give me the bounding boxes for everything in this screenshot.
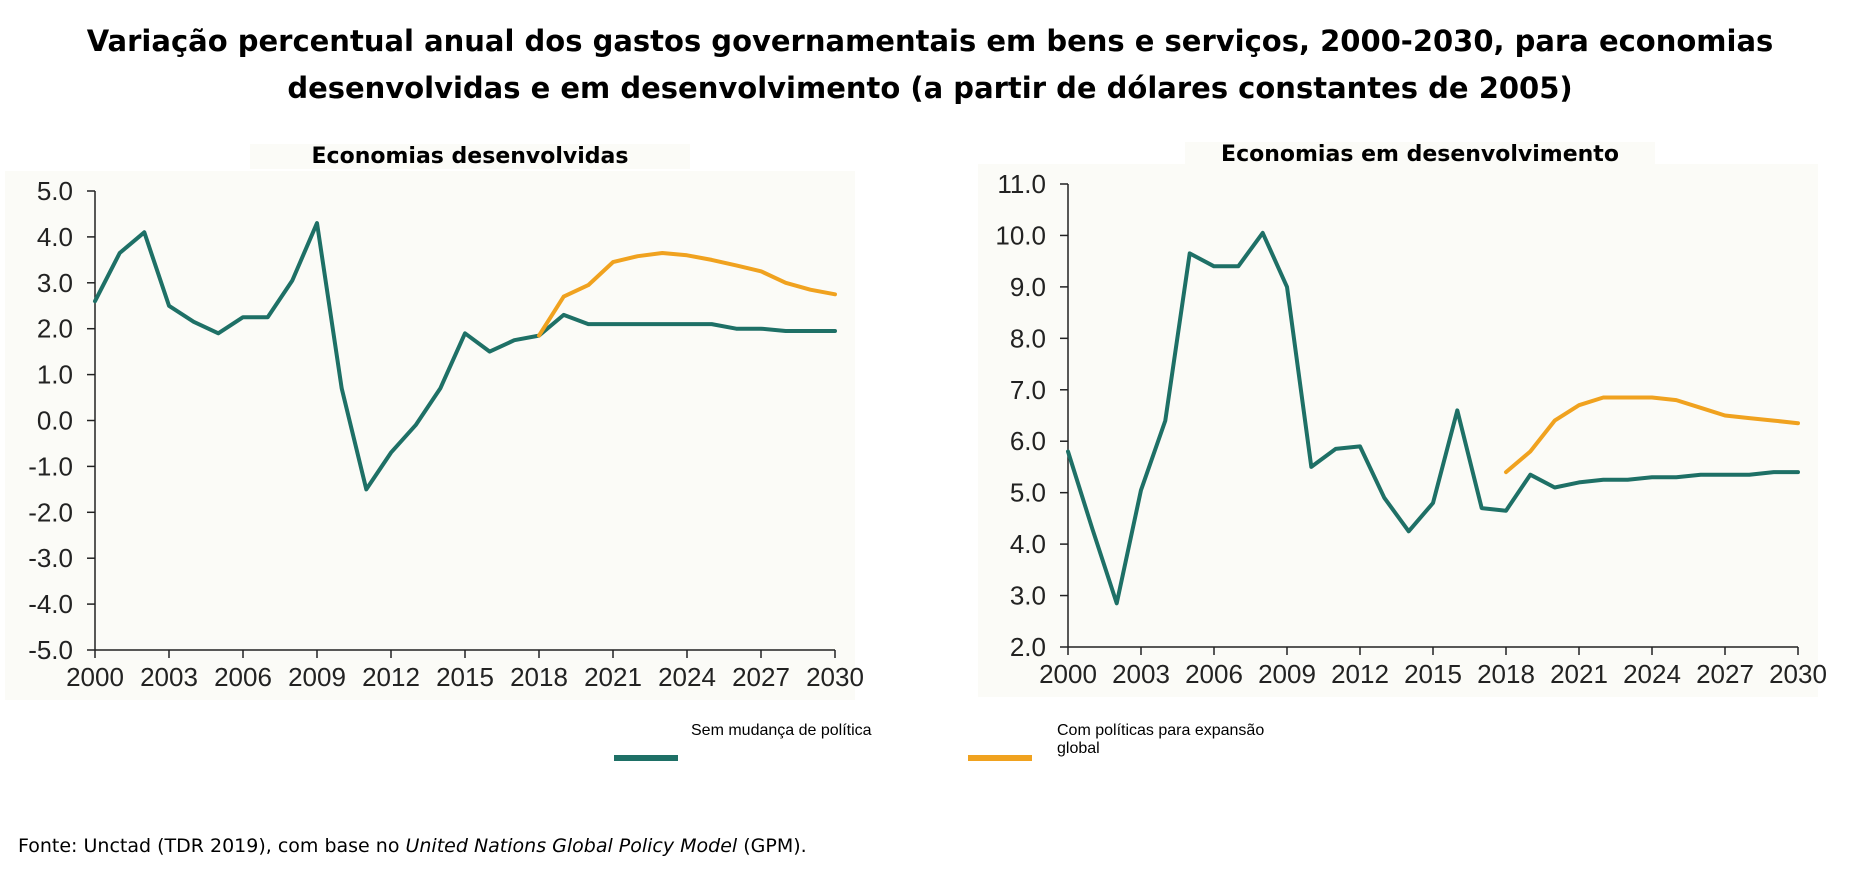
y-tick-label: -4.0 <box>28 589 73 619</box>
chart-title-line-1: Variação percentual anual dos gastos gov… <box>86 24 1774 58</box>
x-tick-label: 2012 <box>1331 659 1389 689</box>
y-tick-label: 6.0 <box>1010 426 1046 456</box>
x-tick-label: 2024 <box>658 662 716 692</box>
y-tick-label: -1.0 <box>28 451 73 481</box>
y-tick-label: 11.0 <box>997 169 1046 199</box>
x-tick-label: 2021 <box>584 662 642 692</box>
series-line-global-expansion-developed <box>537 251 837 338</box>
y-tick-label: 0.0 <box>37 406 73 436</box>
x-tick-label: 2030 <box>1769 659 1827 689</box>
x-tick-label: 2030 <box>806 662 864 692</box>
plot-area-developed <box>5 171 855 700</box>
x-tick-label: 2027 <box>732 662 790 692</box>
source-model-name: United Nations Global Policy Model <box>405 835 738 857</box>
y-tick-label: 5.0 <box>37 176 73 206</box>
y-tick-label: 2.0 <box>37 314 73 344</box>
y-tick-label: -3.0 <box>28 543 73 573</box>
y-tick-label: 8.0 <box>1010 323 1046 353</box>
legend-label-global-expansion: Com políticas para expansão global <box>1057 722 1265 757</box>
y-tick-label: 3.0 <box>37 268 73 298</box>
x-tick-label: 2009 <box>288 662 346 692</box>
x-tick-label: 2003 <box>1112 659 1170 689</box>
legend-swatch-global-expansion <box>968 755 1032 761</box>
y-tick-label: 3.0 <box>1010 581 1046 611</box>
y-tick-label: -5.0 <box>28 635 73 665</box>
x-tick-label: 2015 <box>436 662 494 692</box>
y-tick-label: 9.0 <box>1010 272 1046 302</box>
x-tick-label: 2000 <box>1039 659 1097 689</box>
plot-area-developing <box>978 164 1818 697</box>
source-prefix: Fonte: Unctad (TDR 2019), com base no <box>18 835 406 857</box>
x-tick-label: 2024 <box>1623 659 1681 689</box>
y-tick-label: 4.0 <box>37 222 73 252</box>
chart-title: Variação percentual anual dos gastos gov… <box>0 18 1860 112</box>
y-tick-label: 1.0 <box>37 360 73 390</box>
y-tick-label: -2.0 <box>28 497 73 527</box>
source-note: Fonte: Unctad (TDR 2019), com base no Un… <box>18 835 807 857</box>
y-tick-label: 7.0 <box>1010 375 1046 405</box>
x-tick-label: 2006 <box>1185 659 1243 689</box>
x-tick-label: 2015 <box>1404 659 1462 689</box>
panel-title-developing: Economias em desenvolvimento <box>1185 142 1655 167</box>
panel-title-developed: Economias desenvolvidas <box>250 144 690 169</box>
x-tick-label: 2003 <box>140 662 198 692</box>
source-suffix: (GPM). <box>737 835 807 857</box>
legend: Sem mudança de política Com políticas pa… <box>612 722 1302 802</box>
charts-canvas: 5.04.03.02.01.00.0-1.0-2.0-3.0-4.0-5.020… <box>5 164 1827 700</box>
x-tick-label: 2018 <box>1477 659 1535 689</box>
x-tick-label: 2021 <box>1550 659 1608 689</box>
y-tick-label: 10.0 <box>995 220 1046 250</box>
x-tick-label: 2012 <box>362 662 420 692</box>
y-tick-label: 4.0 <box>1010 529 1046 559</box>
x-tick-label: 2018 <box>510 662 568 692</box>
y-tick-label: 5.0 <box>1010 478 1046 508</box>
series-line-global-expansion-developing <box>1504 395 1800 475</box>
y-tick-label: 2.0 <box>1010 632 1046 662</box>
series-line-no-policy-change-developed <box>93 221 837 492</box>
series-line-no-policy-change-developing <box>1066 230 1800 606</box>
legend-label-no-policy-change: Sem mudança de política <box>691 722 872 739</box>
x-tick-label: 2009 <box>1258 659 1316 689</box>
chart-title-line-2: desenvolvidas e em desenvolvimento (a pa… <box>287 71 1573 105</box>
x-tick-label: 2006 <box>214 662 272 692</box>
x-tick-label: 2027 <box>1696 659 1754 689</box>
x-tick-label: 2000 <box>66 662 124 692</box>
legend-swatch-no-policy-change <box>614 755 678 761</box>
